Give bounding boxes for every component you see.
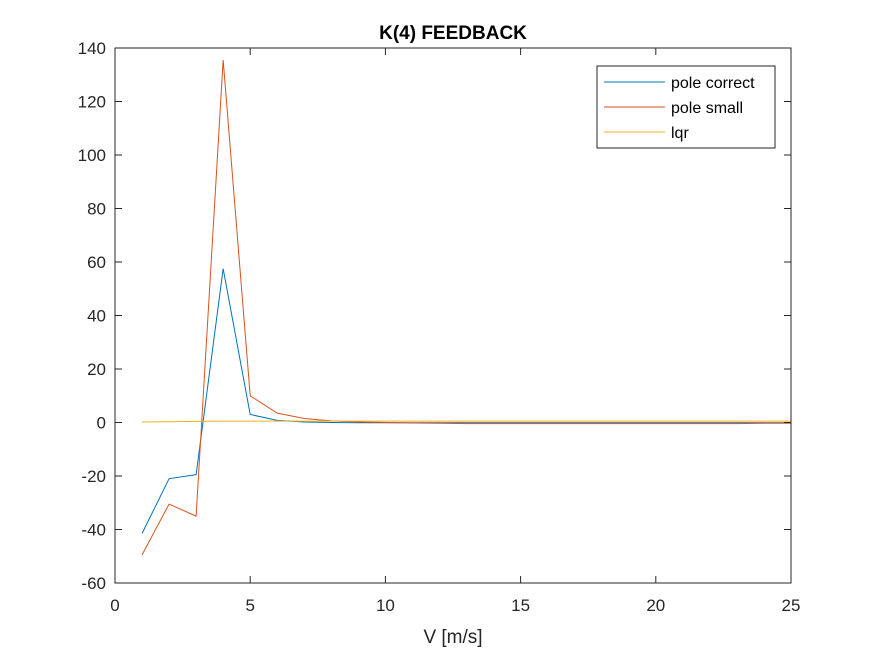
y-tick-label: 120 (78, 93, 106, 112)
series-line-pole-correct (141, 268, 791, 534)
ticks-layer: 0 5 10 15 20 25 -60 -40 -20 0 20 40 60 80 100 120 140 (78, 39, 801, 615)
chart-title: K(4) FEEDBACK (379, 23, 527, 44)
x-tick-label: 15 (511, 596, 530, 615)
y-tick-label: 20 (87, 360, 106, 379)
y-tick-label: 100 (78, 146, 106, 165)
legend-entry-label: pole small (671, 100, 743, 117)
x-tick-label: 10 (376, 596, 395, 615)
x-axis-label: V [m/s] (423, 627, 482, 648)
y-tick-label: 40 (87, 307, 106, 326)
y-tick-label: -60 (81, 574, 106, 593)
y-tick-label: -20 (81, 467, 106, 486)
x-tick-label: 20 (646, 596, 665, 615)
y-tick-label: 0 (97, 414, 106, 433)
x-tick-label: 5 (245, 596, 254, 615)
series-line-lqr (142, 420, 791, 423)
legend: pole correct pole small lqr (596, 65, 776, 149)
y-tick-label: 140 (78, 39, 106, 58)
series-line-pole-small (141, 59, 791, 556)
series-layer (141, 59, 791, 556)
y-tick-label: 80 (87, 200, 106, 219)
y-tick-label: 60 (87, 253, 106, 272)
legend-entry-label: pole correct (671, 75, 755, 92)
x-tick-label: 0 (110, 596, 119, 615)
y-tick-label: -40 (81, 521, 106, 540)
legend-entry-label: lqr (671, 125, 689, 142)
x-tick-label: 25 (782, 596, 801, 615)
